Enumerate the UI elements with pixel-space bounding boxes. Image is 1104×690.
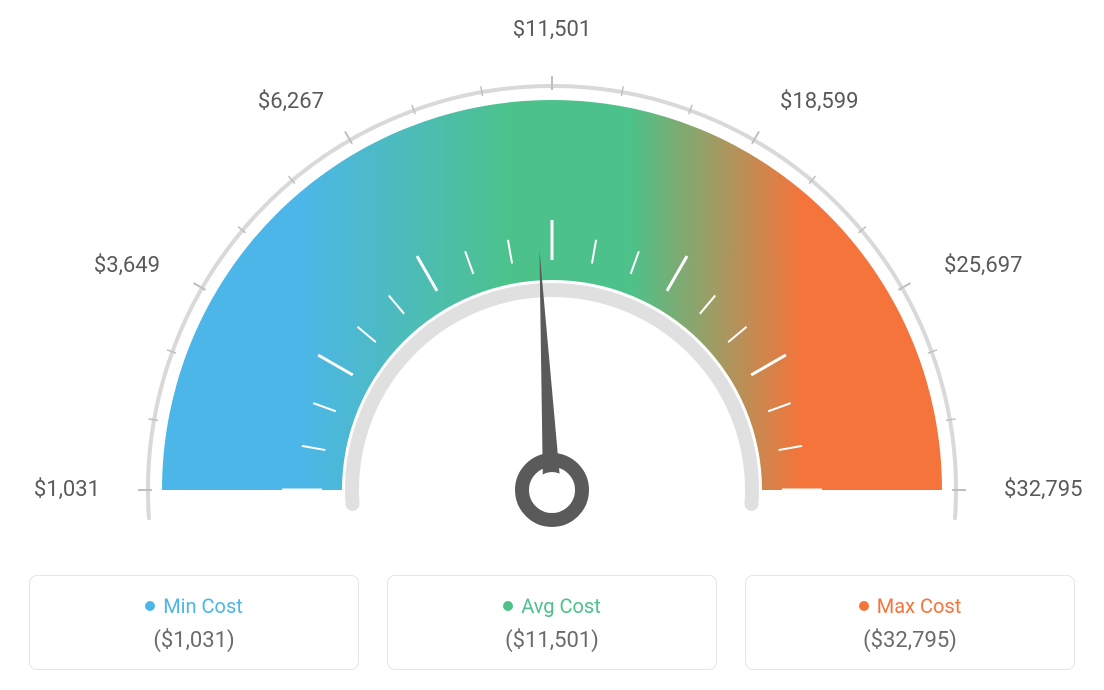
gauge-svg: $1,031 $3,649 $6,267 $11,501 $18,599 $25,697 $… <box>22 20 1082 560</box>
legend-row: Min Cost ($1,031) Avg Cost ($11,501) Max… <box>0 575 1104 670</box>
gauge-tick-label: $32,795 <box>1004 477 1082 502</box>
legend-min-title-text: Min Cost <box>163 594 243 618</box>
gauge-tick-label: $6,267 <box>258 89 324 114</box>
legend-min-value: ($1,031) <box>40 628 348 653</box>
dot-icon <box>859 601 869 611</box>
legend-max-title-text: Max Cost <box>877 594 962 618</box>
legend-title-avg: Avg Cost <box>503 594 601 618</box>
legend-title-max: Max Cost <box>859 594 962 618</box>
legend-avg-value: ($11,501) <box>398 628 706 653</box>
gauge-tick-label: $1,031 <box>34 477 100 502</box>
gauge-tick-label: $3,649 <box>94 253 160 278</box>
gauge-chart: $1,031 $3,649 $6,267 $11,501 $18,599 $25,697 $… <box>0 0 1104 540</box>
legend-card-max: Max Cost ($32,795) <box>745 575 1075 670</box>
dot-icon <box>503 601 513 611</box>
gauge-tick-label: $11,501 <box>513 20 592 42</box>
legend-avg-title-text: Avg Cost <box>521 594 601 618</box>
gauge-tick-label: $25,697 <box>944 253 1023 278</box>
gauge-tick-label: $18,599 <box>780 89 859 114</box>
legend-title-min: Min Cost <box>145 594 243 618</box>
legend-max-value: ($32,795) <box>756 628 1064 653</box>
legend-card-min: Min Cost ($1,031) <box>29 575 359 670</box>
dot-icon <box>145 601 155 611</box>
legend-card-avg: Avg Cost ($11,501) <box>387 575 717 670</box>
